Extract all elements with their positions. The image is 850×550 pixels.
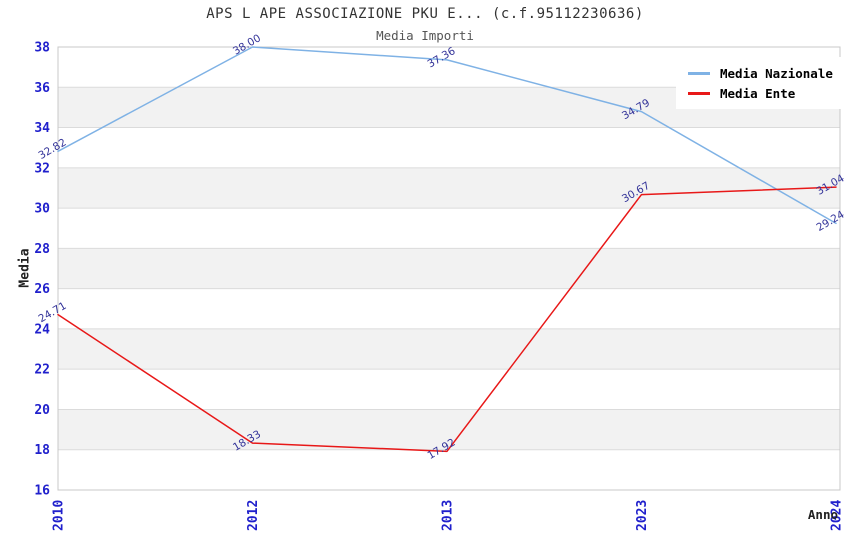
plot-band [58, 167, 840, 209]
y-tick-label: 16 [34, 484, 50, 499]
plot-band [58, 328, 840, 370]
x-tick-label: 2023 [635, 500, 650, 531]
x-tick-label: 2012 [246, 500, 261, 531]
legend-swatch-media-ente [688, 91, 710, 95]
y-tick-label: 24 [34, 322, 50, 337]
y-tick-label: 36 [34, 81, 50, 96]
plot-band [58, 409, 840, 450]
x-tick-label: 2024 [830, 500, 845, 531]
y-tick-label: 28 [34, 242, 50, 257]
x-tick-label: 2010 [52, 500, 67, 531]
y-tick-label: 22 [34, 363, 50, 378]
y-tick-label: 26 [34, 282, 50, 297]
y-tick-label: 34 [34, 121, 50, 136]
y-axis-title: Media [17, 248, 33, 288]
legend-item-media-ente: Media Ente [688, 83, 833, 103]
chart-subtitle: Media Importi [376, 28, 474, 43]
x-tick-label: 2013 [441, 500, 456, 531]
data-label: 38.00 [231, 32, 263, 57]
y-tick-label: 30 [34, 202, 50, 217]
plot-border [57, 46, 841, 491]
y-tick-label: 32 [34, 161, 50, 176]
y-tick-label: 18 [34, 443, 50, 458]
data-label: 32.82 [36, 137, 68, 162]
data-label: 29.24 [814, 208, 846, 234]
legend-label-media-ente: Media Ente [720, 85, 796, 101]
plot-band [58, 248, 840, 289]
legend: Media Nazionale Media Ente [676, 57, 845, 109]
x-axis-title: Anno [807, 507, 838, 522]
chart-title: APS L APE ASSOCIAZIONE PKU E... (c.f.951… [206, 6, 644, 22]
legend-swatch-media-nazionale [688, 71, 710, 75]
series-line-media-nazionale [57, 46, 837, 225]
y-tick-label: 38 [34, 41, 50, 56]
legend-item-media-nazionale: Media Nazionale [688, 63, 833, 83]
legend-label-media-nazionale: Media Nazionale [720, 65, 833, 81]
series-line-media-ente [57, 186, 837, 453]
y-tick-label: 20 [34, 403, 50, 418]
data-label: 37.36 [425, 45, 457, 71]
